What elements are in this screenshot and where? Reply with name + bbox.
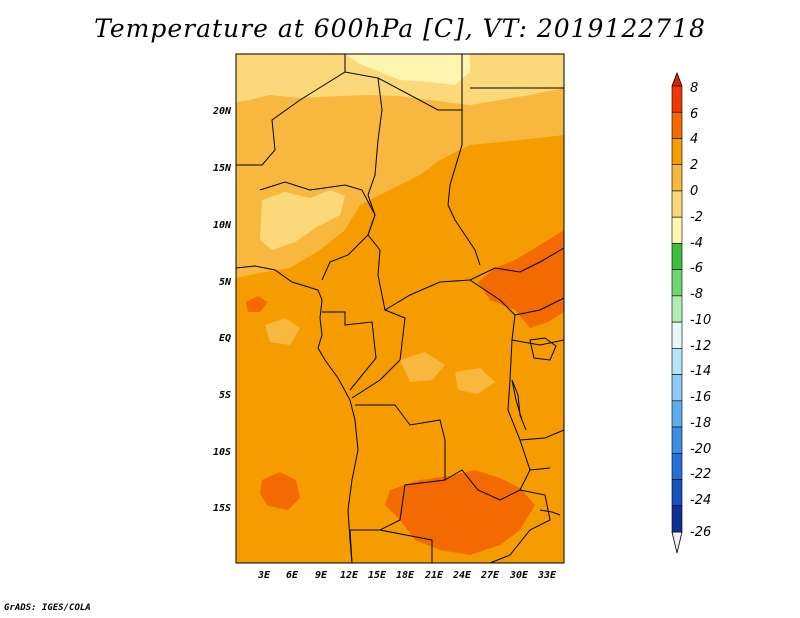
border-north-2 — [344, 54, 463, 111]
border-angola — [350, 404, 446, 531]
colorbar-label-4: 4 — [690, 132, 698, 147]
lat-label-20n: 20N — [212, 106, 232, 117]
temperature-zone-0-to-2-interior-2 — [455, 368, 495, 394]
colorbar-segment — [671, 348, 683, 375]
colorbar-label-minus20: -20 — [690, 442, 711, 457]
colorbar-segment — [671, 216, 683, 244]
colorbar-label-minus8: -8 — [690, 287, 703, 302]
colorbar-top-arrow — [671, 71, 683, 87]
temperature-zone-4-to-6-east — [478, 230, 564, 328]
lat-label-5n: 5N — [219, 277, 232, 288]
colorbar-segment — [671, 269, 683, 297]
border-tanzania — [519, 429, 565, 471]
lon-label-33e: 33E — [537, 570, 557, 581]
lon-label-9e: 9E — [315, 570, 328, 581]
lon-label-27e: 27E — [480, 570, 500, 581]
longitude-axis: 3E 6E 9E 12E 15E 18E 21E 24E 27E 30E 33E — [257, 570, 557, 581]
border-east-africa — [511, 297, 565, 346]
temperature-zone-4-to-6-south — [385, 470, 535, 555]
colorbar-segment — [671, 321, 683, 349]
colorbar: 8 6 4 2 0 -2 -4 -6 -8 -10 -12 -14 -16 -1… — [671, 71, 711, 554]
colorbar-label-minus16: -16 — [690, 390, 711, 405]
colorbar-bottom-arrow — [671, 531, 683, 554]
temperature-zone-4-to-6-southwest — [260, 472, 300, 510]
colorbar-label-minus26: -26 — [690, 525, 711, 540]
colorbar-segment — [671, 85, 683, 113]
border-zambia — [444, 469, 551, 564]
colorbar-segment — [671, 164, 683, 192]
colorbar-segment — [671, 190, 683, 218]
colorbar-label-minus6: -6 — [690, 261, 703, 276]
colorbar-label-minus14: -14 — [690, 364, 711, 379]
border-south — [349, 529, 433, 564]
border-car — [367, 234, 565, 311]
colorbar-segment — [671, 295, 683, 323]
colorbar-label-minus2: -2 — [690, 210, 703, 225]
colorbar-label-minus12: -12 — [690, 339, 711, 354]
temperature-zone-0-to-2-interior — [400, 352, 445, 382]
colorbar-label-minus22: -22 — [690, 467, 711, 482]
latitude-axis: 20N 15N 10N 5N EQ 5S 10S 15S — [212, 106, 232, 514]
lon-label-24e: 24E — [452, 570, 472, 581]
lat-label-5s: 5S — [219, 390, 231, 401]
lon-label-12e: 12E — [340, 570, 359, 581]
colorbar-label-2: 2 — [690, 158, 698, 173]
colorbar-segment — [671, 452, 683, 480]
colorbar-segment — [671, 243, 683, 270]
temperature-zone-minus2-to-0-west — [260, 190, 345, 250]
colorbar-segment — [671, 400, 683, 428]
colorbar-label-minus10: -10 — [690, 313, 711, 328]
lon-label-18e: 18E — [396, 570, 415, 581]
temperature-zone-0-to-2-interior-3 — [265, 318, 300, 345]
colorbar-label-8: 8 — [690, 81, 698, 96]
lat-label-15s: 15S — [213, 503, 231, 514]
border-drc-east — [469, 279, 531, 491]
grads-credit: GrADS: IGES/COLA — [4, 603, 91, 613]
lon-label-15e: 15E — [368, 570, 387, 581]
temperature-zone-4-to-6-small — [246, 296, 268, 312]
colorbar-segment — [671, 479, 683, 507]
lon-label-30e: 30E — [509, 570, 529, 581]
map-panel — [235, 54, 565, 564]
lon-label-21e: 21E — [424, 570, 444, 581]
lat-label-eq: EQ — [219, 333, 231, 344]
chart-title: Temperature at 600hPa [C], VT: 201912271… — [94, 14, 706, 43]
lat-label-15n: 15N — [213, 163, 232, 174]
lake-victoria — [529, 337, 557, 361]
border-cameroon-gabon — [322, 311, 377, 391]
colorbar-segments — [671, 85, 683, 533]
colorbar-segment — [671, 111, 683, 139]
border-chad-sudan — [447, 110, 481, 266]
colorbar-segment — [671, 426, 683, 454]
lon-label-6e: 6E — [286, 570, 299, 581]
temperature-zone-minus4-to-minus2-north — [345, 54, 470, 85]
colorbar-label-6: 6 — [690, 107, 698, 122]
colorbar-label-minus18: -18 — [690, 416, 711, 431]
colorbar-label-minus4: -4 — [690, 236, 703, 251]
lake-malawi — [539, 509, 561, 516]
lon-label-3e: 3E — [257, 570, 271, 581]
lat-label-10n: 10N — [213, 220, 232, 231]
colorbar-label-minus24: -24 — [690, 493, 711, 508]
colorbar-segment — [671, 138, 683, 166]
colorbar-label-0: 0 — [690, 184, 698, 199]
coastline-west-africa — [235, 265, 359, 564]
border-congo-drc — [351, 309, 406, 399]
border-nigeria — [259, 181, 376, 281]
colorbar-segment — [671, 505, 683, 533]
colorbar-segment — [671, 374, 683, 402]
map-frame — [235, 53, 565, 564]
lat-label-10s: 10S — [213, 447, 231, 458]
lake-tanganyika — [511, 379, 527, 431]
country-borders — [235, 54, 565, 564]
